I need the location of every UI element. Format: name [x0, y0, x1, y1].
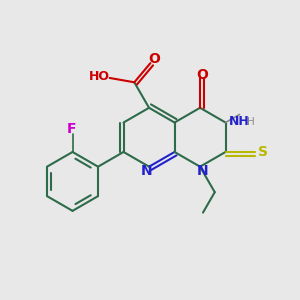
Text: O: O [196, 68, 208, 83]
Text: S: S [258, 145, 268, 159]
Text: F: F [67, 122, 76, 136]
Text: NH: NH [229, 115, 250, 128]
Text: HO: HO [89, 70, 110, 83]
Text: N: N [140, 164, 152, 178]
Text: H: H [247, 116, 255, 127]
Text: O: O [148, 52, 160, 66]
Text: N: N [197, 164, 209, 178]
